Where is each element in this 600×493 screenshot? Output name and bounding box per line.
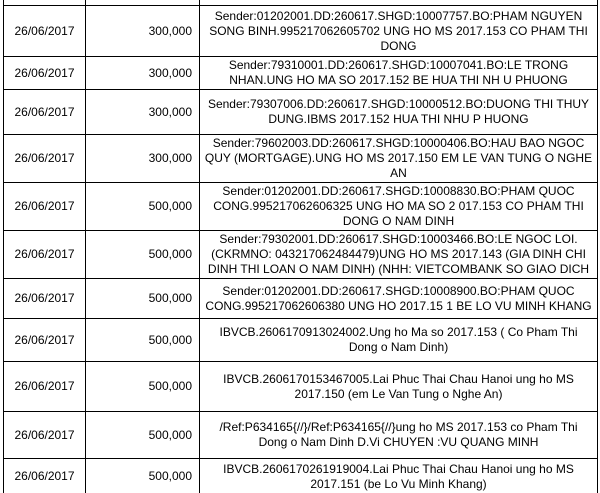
amount-cell: 500,000 <box>85 318 200 362</box>
date-cell: 26/06/2017 <box>3 230 86 279</box>
description-cell: Sender:01202001.DD:260617.SHGD:10008830.… <box>199 182 598 231</box>
date-cell: 26/06/2017 <box>3 361 86 412</box>
amount-cell: 300,000 <box>85 134 200 183</box>
table-row: 26/06/2017 500,000 IBVCB.260617026191900… <box>3 458 598 493</box>
description-cell: IBVCB.2606170153467005.Lai Phuc Thai Cha… <box>199 361 598 412</box>
amount-cell: 500,000 <box>85 361 200 412</box>
date-cell: 26/06/2017 <box>3 411 86 459</box>
table-row: 26/06/2017 500,000 Sender:01202001.DD:26… <box>3 278 598 319</box>
description-cell: Sender:79310001.DD:260617.SHGD:10007041.… <box>199 56 598 90</box>
amount-cell: 500,000 <box>85 411 200 459</box>
amount-cell: 500,000 <box>85 278 200 319</box>
table-row: 26/06/2017 500,000 Sender:01202001.DD:26… <box>3 182 598 231</box>
date-cell: 26/06/2017 <box>3 318 86 362</box>
date-cell: 26/06/2017 <box>3 458 86 493</box>
description-cell: Sender:01202001.DD:260617.SHGD:10007757.… <box>199 5 598 57</box>
amount-cell: 500,000 <box>85 182 200 231</box>
table-row: 26/06/2017 500,000 Sender:79302001.DD:26… <box>3 230 598 279</box>
description-cell: Sender:79602003.DD:260617.SHGD:10000406.… <box>199 134 598 183</box>
amount-cell: 300,000 <box>85 89 200 135</box>
description-cell: /Ref:P634165{//}/Ref:P634165{//}ung ho M… <box>199 411 598 459</box>
date-cell: 26/06/2017 <box>3 182 86 231</box>
table-row: 26/06/2017 500,000 /Ref:P634165{//}/Ref:… <box>3 411 598 459</box>
description-cell: IBVCB.2606170913024002.Ung ho Ma so 2017… <box>199 318 598 362</box>
table-row: 26/06/2017 300,000 Sender:01202001.DD:26… <box>3 5 598 57</box>
date-cell: 26/06/2017 <box>3 89 86 135</box>
table-row: 26/06/2017 300,000 Sender:79310001.DD:26… <box>3 56 598 90</box>
description-cell: Sender:79302001.DD:260617.SHGD:10003466.… <box>199 230 598 279</box>
amount-cell: 500,000 <box>85 458 200 493</box>
table-row: 26/06/2017 300,000 Sender:79307006.DD:26… <box>3 89 598 135</box>
table-row: 26/06/2017 300,000 Sender:79602003.DD:26… <box>3 134 598 183</box>
date-cell: 26/06/2017 <box>3 134 86 183</box>
amount-cell: 500,000 <box>85 230 200 279</box>
date-cell: 26/06/2017 <box>3 278 86 319</box>
description-cell: Sender:01202001.DD:260617.SHGD:10008900.… <box>199 278 598 319</box>
table-row: 26/06/2017 500,000 IBVCB.260617091302400… <box>3 318 598 362</box>
description-cell: Sender:79307006.DD:260617.SHGD:10000512.… <box>199 89 598 135</box>
transaction-table-body: 26/06/2017 300,000 Sender:01202001.DD:26… <box>3 0 598 493</box>
amount-cell: 300,000 <box>85 5 200 57</box>
table-row: 26/06/2017 500,000 IBVCB.260617015346700… <box>3 361 598 412</box>
date-cell: 26/06/2017 <box>3 5 86 57</box>
transactions-table: 26/06/2017 300,000 Sender:01202001.DD:26… <box>3 0 598 493</box>
description-cell: IBVCB.2606170261919004.Lai Phuc Thai Cha… <box>199 458 598 493</box>
amount-cell: 300,000 <box>85 56 200 90</box>
date-cell: 26/06/2017 <box>3 56 86 90</box>
